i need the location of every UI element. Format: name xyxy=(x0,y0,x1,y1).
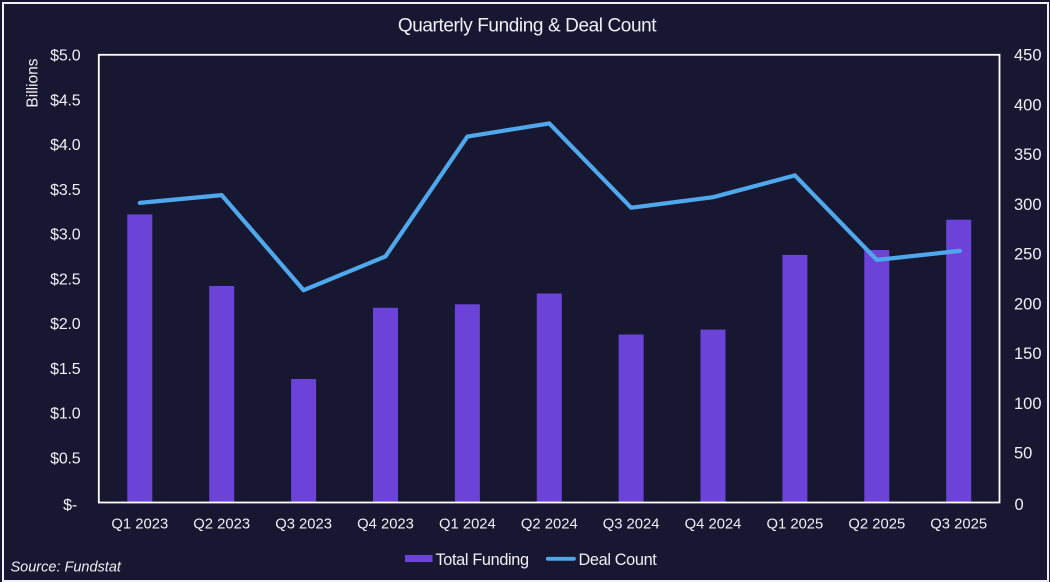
svg-text:$4.0: $4.0 xyxy=(50,137,81,154)
svg-text:Q3 2025: Q3 2025 xyxy=(930,517,987,533)
svg-text:Q3 2023: Q3 2023 xyxy=(275,517,332,533)
svg-text:Q1 2025: Q1 2025 xyxy=(767,517,824,533)
svg-text:Q1 2023: Q1 2023 xyxy=(111,517,168,533)
svg-text:$3.0: $3.0 xyxy=(50,227,81,244)
svg-text:$1.5: $1.5 xyxy=(50,361,81,378)
svg-text:Q4 2023: Q4 2023 xyxy=(357,517,414,533)
svg-text:$3.5: $3.5 xyxy=(50,182,81,199)
svg-text:350: 350 xyxy=(1014,146,1042,164)
svg-text:Deal Count: Deal Count xyxy=(579,551,658,569)
svg-text:250: 250 xyxy=(1014,246,1042,264)
svg-text:Q2 2025: Q2 2025 xyxy=(848,517,905,533)
svg-text:Q2 2024: Q2 2024 xyxy=(521,517,578,533)
svg-text:Q2 2023: Q2 2023 xyxy=(193,517,250,533)
svg-text:$0.5: $0.5 xyxy=(50,450,81,467)
svg-text:$2.5: $2.5 xyxy=(50,271,81,288)
svg-text:Quarterly Funding & Deal Count: Quarterly Funding & Deal Count xyxy=(398,16,657,37)
svg-text:$-: $- xyxy=(63,497,77,514)
svg-text:Q1 2024: Q1 2024 xyxy=(439,517,496,533)
svg-text:200: 200 xyxy=(1014,295,1042,313)
svg-text:Q3 2024: Q3 2024 xyxy=(603,517,660,533)
svg-text:$4.5: $4.5 xyxy=(50,92,81,109)
svg-text:$2.0: $2.0 xyxy=(50,316,81,333)
svg-text:Billions: Billions xyxy=(25,58,42,107)
svg-text:Source: Fundstat: Source: Fundstat xyxy=(11,560,122,576)
svg-text:$1.0: $1.0 xyxy=(50,406,81,423)
svg-text:0: 0 xyxy=(1015,496,1024,514)
svg-text:100: 100 xyxy=(1014,395,1042,413)
svg-text:450: 450 xyxy=(1014,47,1042,65)
svg-text:Q4 2024: Q4 2024 xyxy=(685,517,742,533)
svg-text:400: 400 xyxy=(1014,96,1042,114)
svg-text:Total Funding: Total Funding xyxy=(436,551,529,569)
svg-text:50: 50 xyxy=(1014,445,1032,463)
svg-text:150: 150 xyxy=(1014,345,1042,363)
svg-text:$5.0: $5.0 xyxy=(50,48,81,65)
svg-text:300: 300 xyxy=(1014,196,1042,214)
